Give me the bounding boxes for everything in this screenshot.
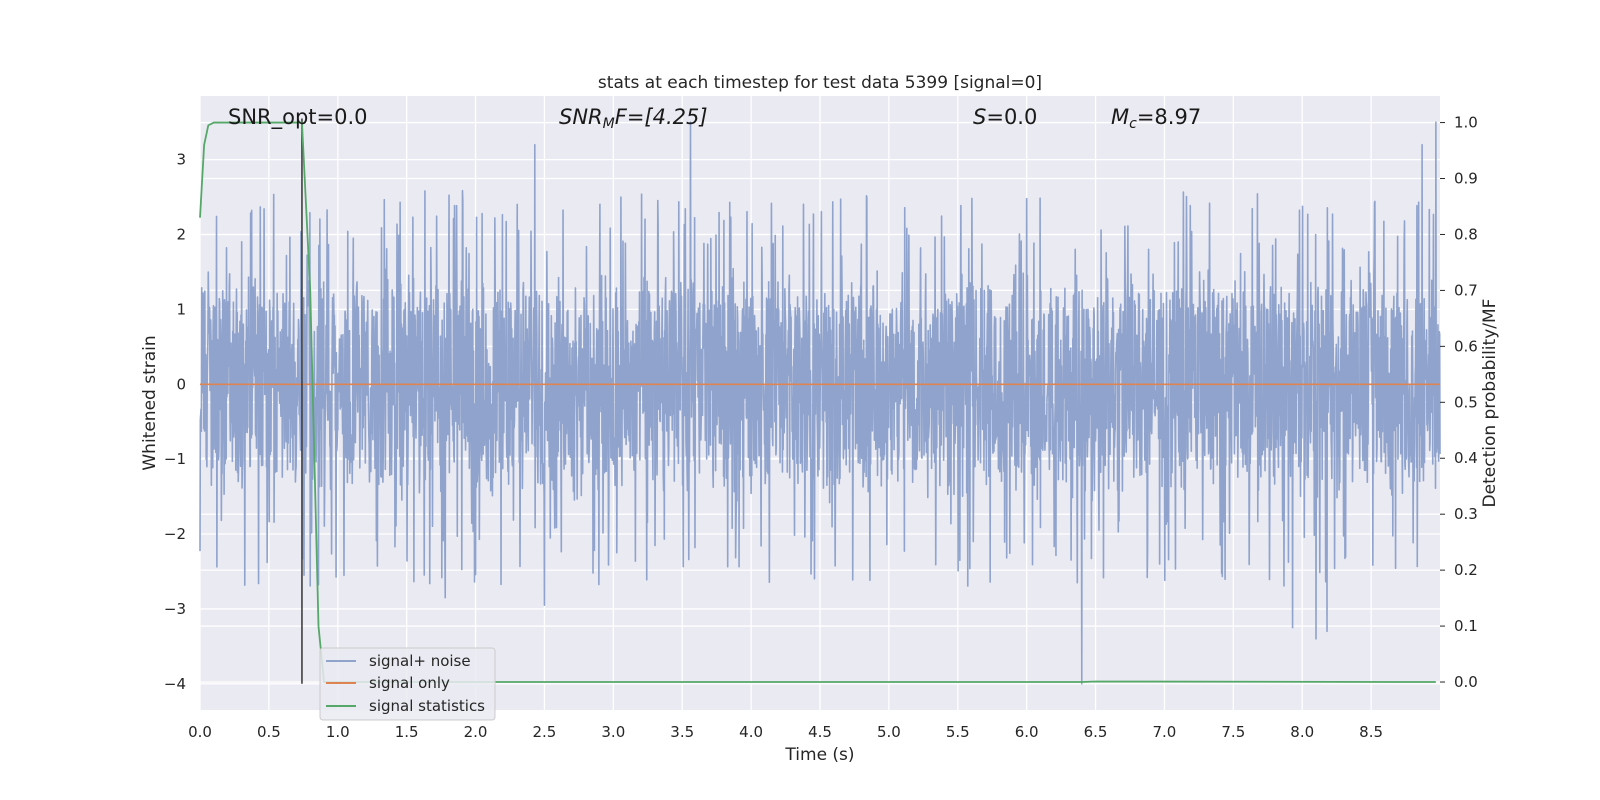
y2-tick-label: 0.8: [1454, 225, 1478, 243]
x-tick-label: 8.5: [1359, 723, 1383, 741]
y2-axis-label: Detection probability/MF: [1480, 299, 1500, 508]
legend-label-signal-statistics: signal statistics: [369, 697, 485, 715]
x-tick-label: 6.0: [1015, 723, 1039, 741]
x-tick-label: 2.0: [464, 723, 488, 741]
legend-label-signal-only: signal only: [369, 674, 450, 692]
annotation-s-value: S=0.0: [973, 105, 1037, 129]
x-tick-label: 1.5: [395, 723, 419, 741]
x-tick-label: 2.5: [533, 723, 557, 741]
annotation-mc-value: Mc=8.97: [1111, 105, 1201, 132]
x-tick-label: 4.5: [808, 723, 832, 741]
x-tick-label: 0.5: [257, 723, 281, 741]
y-tick-label: 0: [176, 375, 186, 393]
ticks: 0.0 0.5 1.0 1.5 2.0 2.5 3.0 3.5 4.0 4.5 5.0 5.5 6.0 6…: [164, 114, 1478, 741]
y2-tick-label: 0.5: [1454, 393, 1478, 411]
y2-tick-label: 0.0: [1454, 673, 1478, 691]
y2-tick-label: 0.2: [1454, 561, 1478, 579]
chart-title: stats at each timestep for test data 539…: [598, 73, 1042, 93]
x-tick-label: 7.5: [1221, 723, 1245, 741]
y-tick-label: −3: [164, 600, 186, 618]
x-tick-label: 6.5: [1084, 723, 1108, 741]
x-tick-label: 4.0: [739, 723, 763, 741]
x-tick-label: 5.0: [877, 723, 901, 741]
y2-tick-label: 0.4: [1454, 449, 1478, 467]
x-tick-label: 5.5: [946, 723, 970, 741]
annotation-snr-mf: SNRMF=[4.25]: [559, 105, 708, 132]
x-tick-label: 7.0: [1153, 723, 1177, 741]
x-tick-label: 3.0: [601, 723, 625, 741]
y2-tick-label: 1.0: [1454, 114, 1478, 132]
y2-tick-label: 0.9: [1454, 170, 1478, 188]
y-tick-label: 1: [176, 300, 186, 318]
series-layer: [199, 118, 1441, 685]
y2-tick-label: 0.6: [1454, 337, 1478, 355]
y-tick-label: −1: [164, 450, 186, 468]
legend: signal+ noise signal only signal statist…: [319, 647, 496, 721]
x-axis-label: Time (s): [784, 745, 854, 765]
y-tick-label: 2: [176, 226, 186, 244]
annotation-snr-opt: SNR_opt=0.0: [228, 105, 368, 130]
x-tick-label: 1.0: [326, 723, 350, 741]
annotations: SNR_opt=0.0 SNRMF=[4.25] S=0.0 Mc=8.97: [228, 105, 1201, 132]
y-tick-label: −4: [164, 675, 186, 693]
y-tick-label: −2: [164, 525, 186, 543]
y2-tick-label: 0.7: [1454, 281, 1478, 299]
y-tick-label: 3: [176, 151, 186, 169]
series-signal-noise: [199, 121, 1441, 685]
y2-tick-label: 0.1: [1454, 617, 1478, 635]
series-signal-statistics: [199, 121, 1436, 683]
legend-box: [319, 647, 496, 721]
x-tick-label: 0.0: [188, 723, 212, 741]
y2-tick-label: 0.3: [1454, 505, 1478, 523]
y-axis-label: Whitened strain: [140, 335, 160, 470]
x-tick-label: 3.5: [670, 723, 694, 741]
x-tick-label: 8.0: [1290, 723, 1314, 741]
legend-label-signal-noise: signal+ noise: [369, 652, 471, 670]
